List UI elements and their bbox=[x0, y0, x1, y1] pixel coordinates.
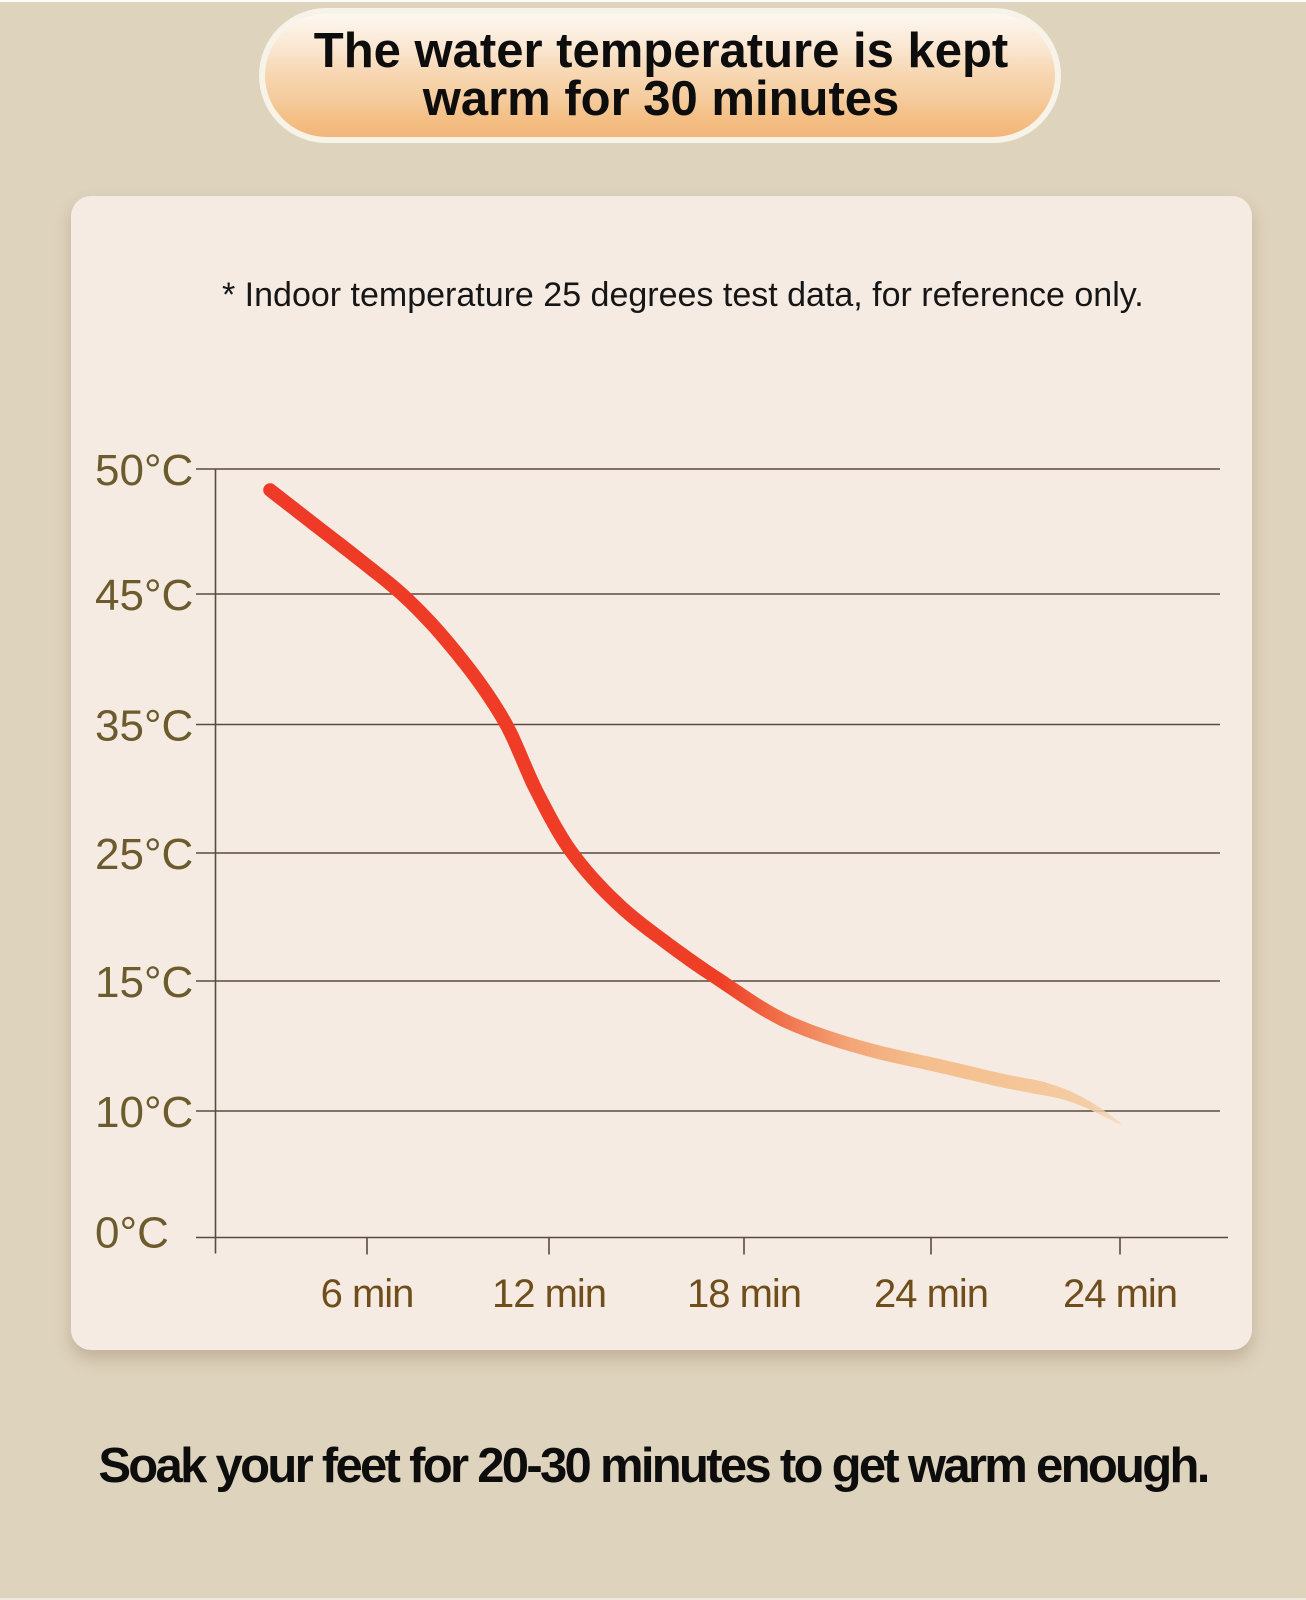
svg-text:18 min: 18 min bbox=[687, 1272, 801, 1316]
svg-text:15°C: 15°C bbox=[95, 958, 193, 1007]
svg-text:50°C: 50°C bbox=[95, 446, 193, 495]
svg-text:24 min: 24 min bbox=[1063, 1272, 1177, 1316]
svg-text:24 min: 24 min bbox=[874, 1272, 988, 1316]
svg-text:0°C: 0°C bbox=[95, 1209, 169, 1258]
svg-text:12 min: 12 min bbox=[492, 1272, 606, 1316]
svg-text:25°C: 25°C bbox=[95, 830, 193, 879]
svg-text:45°C: 45°C bbox=[95, 571, 193, 620]
svg-text:35°C: 35°C bbox=[95, 702, 193, 751]
svg-text:6 min: 6 min bbox=[321, 1272, 414, 1316]
svg-text:10°C: 10°C bbox=[95, 1088, 193, 1137]
